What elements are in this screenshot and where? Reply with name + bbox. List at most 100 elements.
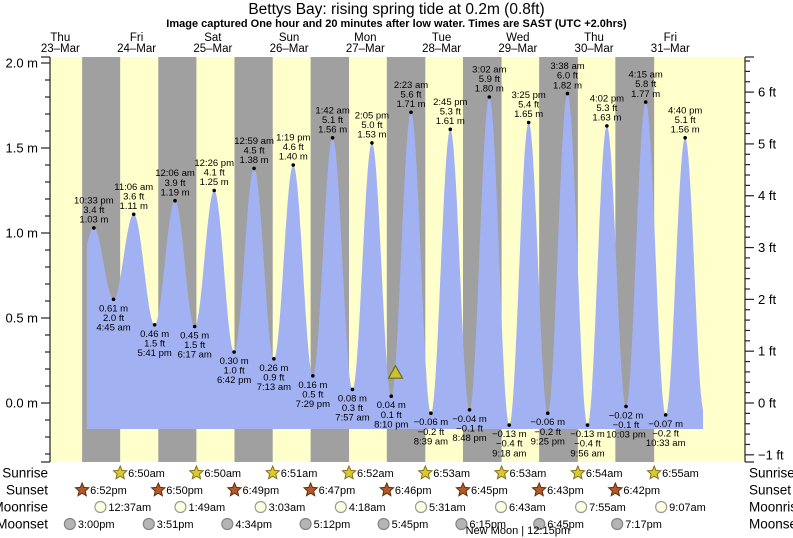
row-label-left-moonset: Moonset: [0, 517, 48, 532]
low-tide-label: −0.04 m: [452, 414, 487, 425]
day-name-label: Wed: [506, 32, 529, 44]
ft-axis-tick-label: 6 ft: [758, 85, 776, 100]
low-tide-label: 6:17 am: [177, 350, 211, 361]
m-axis-tick-label: 0.0 m: [5, 396, 38, 411]
moonset-time: 3:51pm: [157, 519, 194, 531]
low-tide-label: 1.5 ft: [184, 340, 205, 351]
moonrise-circle-icon: [414, 500, 428, 514]
sunset-time: 6:49pm: [242, 485, 279, 497]
high-tide-label: 3.6 ft: [123, 191, 144, 202]
moonrise-circle-icon: [94, 500, 107, 514]
low-tide-label: 8:48 pm: [452, 433, 486, 444]
tide-extreme-dot: [212, 188, 216, 193]
ft-axis-tick-label: −1 ft: [758, 447, 784, 462]
low-tide-label: 9:56 am: [570, 448, 604, 459]
sunrise-star-icon: [646, 464, 663, 480]
tide-extreme-dot: [330, 136, 335, 140]
tide-extreme-dot: [131, 212, 136, 217]
sunrise-time: 6:53am: [510, 468, 547, 480]
low-tide-label: −0.02 m: [609, 410, 644, 421]
low-tide-label: −0.06 m: [414, 417, 449, 428]
low-tide-label: 0.46 m: [140, 329, 169, 340]
sunrise-time: 6:52am: [357, 468, 394, 480]
high-tide-label: 1.77 m: [631, 89, 660, 100]
sunset-time: 6:50pm: [166, 485, 203, 497]
high-tide-label: 1.53 m: [357, 130, 386, 141]
tide-extreme-dot: [291, 163, 296, 167]
row-label-right-moonrise: Moonrise: [749, 500, 793, 515]
row-label-right-sunrise: Sunrise: [749, 466, 793, 481]
moonrise-circle-icon: [334, 500, 347, 514]
moonset-circle-icon: [611, 517, 624, 531]
high-tide-label: 1.38 m: [240, 155, 269, 166]
low-tide-label: −0.1 ft: [613, 420, 640, 431]
sunset-time: 6:46pm: [395, 485, 432, 497]
sunrise-star-icon: [493, 464, 510, 480]
moonrise-time: 12:37am: [108, 502, 151, 514]
row-label-right-sunset: Sunset: [749, 483, 791, 498]
sunset-star-icon: [607, 481, 624, 497]
tide-extreme-dot: [605, 124, 609, 128]
row-label-left-sunrise: Sunrise: [2, 466, 48, 481]
low-tide-label: 2.0 ft: [103, 313, 124, 324]
day-date-label: 23–Mar: [41, 43, 80, 55]
high-tide-label: 3:38 am: [550, 61, 584, 72]
low-tide-label: 5:41 pm: [137, 348, 171, 359]
high-tide-label: 3.9 ft: [164, 178, 185, 189]
high-tide-label: 1.03 m: [79, 215, 108, 226]
moonset-circle-icon: [533, 517, 546, 531]
day-name-label: Thu: [584, 32, 604, 44]
high-tide-label: 5.3 ft: [440, 106, 461, 117]
moonrise-time: 1:49am: [188, 502, 225, 514]
now-marker-icon: [387, 364, 404, 379]
tide-extreme-dot: [111, 297, 116, 302]
high-tide-label: 3.4 ft: [83, 205, 104, 216]
sunrise-time: 6:51am: [281, 468, 318, 480]
tide-extreme-dot: [350, 387, 355, 392]
low-tide-label: 0.26 m: [259, 363, 288, 374]
moonset-time: 6:45pm: [547, 519, 584, 531]
m-axis-tick-label: 1.5 m: [5, 141, 38, 156]
moonset-circle-icon: [455, 517, 468, 531]
day-date-label: 27–Mar: [346, 43, 385, 55]
high-tide-label: 1.80 m: [475, 84, 504, 95]
moonset-circle-icon: [63, 517, 76, 531]
m-axis-tick-label: 0.5 m: [5, 311, 38, 326]
low-tide-label: 0.16 m: [298, 380, 327, 391]
day-date-label: 30–Mar: [575, 43, 614, 55]
tide-extreme-dot: [663, 413, 668, 417]
ft-axis-tick-label: 5 ft: [758, 136, 776, 151]
sunset-star-icon: [378, 481, 395, 497]
day-date-label: 28–Mar: [422, 43, 461, 55]
low-tide-label: −0.2 ft: [534, 427, 561, 438]
row-label-left-sunset: Sunset: [6, 483, 48, 498]
tide-extreme-dot: [370, 141, 374, 145]
moonset-time: 5:12pm: [314, 519, 351, 531]
tide-extreme-dot: [409, 110, 413, 115]
moonrise-circle-icon: [174, 500, 187, 514]
high-tide-label: 4:40 pm: [668, 105, 702, 116]
ft-axis-tick-label: 3 ft: [758, 240, 776, 255]
sunrise-time: 6:50am: [204, 468, 241, 480]
moonset-circle-icon: [299, 517, 312, 531]
high-tide-label: 2:45 pm: [433, 97, 467, 108]
high-tide-label: 1:19 pm: [276, 133, 310, 144]
sunset-star-icon: [226, 481, 243, 497]
high-tide-label: 3:25 pm: [512, 90, 546, 101]
low-tide-label: −0.06 m: [530, 417, 565, 428]
tide-extreme-dot: [467, 408, 472, 412]
day-date-label: 25–Mar: [193, 43, 232, 55]
high-tide-label: 5.0 ft: [361, 120, 382, 131]
low-tide-label: 0.30 m: [220, 356, 249, 367]
high-tide-label: 5.6 ft: [400, 89, 421, 100]
tide-extreme-dot: [643, 100, 648, 104]
moonset-circle-icon: [377, 517, 390, 531]
ft-axis-tick-label: 4 ft: [758, 188, 776, 203]
sunrise-time: 6:53am: [433, 468, 470, 480]
tide-extreme-dot: [389, 394, 394, 399]
moonset-time: 6:15pm: [469, 519, 506, 531]
high-tide-label: 12:26 pm: [194, 158, 234, 169]
low-tide-label: 8:39 am: [414, 436, 448, 447]
low-tide-label: 10:03 pm: [606, 430, 646, 441]
